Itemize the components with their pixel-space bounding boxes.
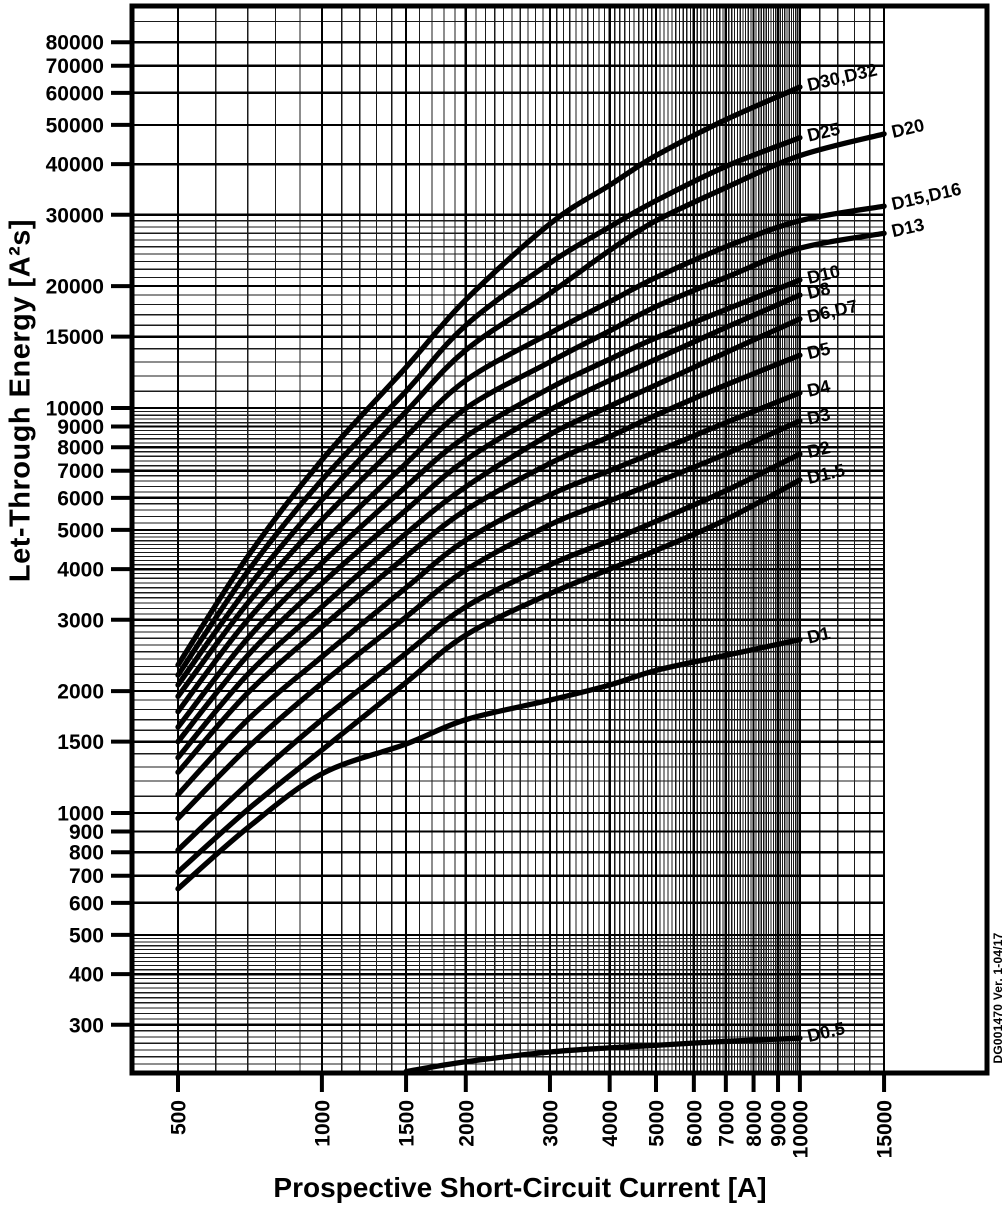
x-axis-title: Prospective Short-Circuit Current [A]	[273, 1172, 767, 1203]
x-tick-label: 10000	[789, 1100, 812, 1158]
curve-D4-label: D4	[805, 376, 832, 401]
curve-D13	[175, 230, 887, 715]
curve-D4	[175, 390, 803, 798]
y-tick-label: 20000	[46, 276, 104, 299]
curve-D6-D7	[175, 316, 803, 761]
plot-border	[129, 3, 990, 1076]
x-tick-label: 4000	[599, 1100, 622, 1147]
x-tick-label: 15000	[874, 1100, 897, 1158]
curve-D5-label: D5	[805, 338, 832, 363]
y-tick-label: 40000	[46, 154, 104, 177]
y-tick-label: 4000	[57, 559, 104, 582]
curve-D8-label: D8	[805, 278, 832, 303]
curve-D25-label: D25	[805, 119, 842, 146]
curve-D2	[175, 451, 803, 853]
y-tick-label: 7000	[57, 460, 104, 483]
y-tick-label: 800	[69, 842, 104, 865]
curve-D1	[175, 636, 803, 892]
curve-D15-D16	[175, 203, 887, 700]
curve-D30-D32	[175, 84, 803, 668]
y-tick-label: 9000	[57, 416, 104, 439]
x-tick-label: 8000	[743, 1100, 766, 1147]
y-tick-label: 400	[69, 964, 104, 987]
x-tick-label: 1000	[311, 1100, 334, 1147]
x-tick-labels: 500 1000 1500 2000 3000 4000 5000 6000 7000 8000 9…	[168, 1100, 897, 1158]
y-tick-label: 10000	[46, 398, 104, 421]
curve-D15-D16-label: D15,D16	[889, 179, 963, 214]
curve-D0-5	[403, 1035, 803, 1075]
y-tick-label: 70000	[46, 55, 104, 78]
curve-D0-5-label: D0.5	[805, 1018, 847, 1046]
curve-D10	[175, 277, 803, 730]
curve-D3-label: D3	[805, 404, 832, 429]
y-tick-label: 700	[69, 865, 104, 888]
y-tick-label: 80000	[46, 32, 104, 55]
y-tick-label: 8000	[57, 437, 104, 460]
y-tick-label: 30000	[46, 204, 104, 227]
y-tick-label: 1500	[57, 731, 104, 754]
y-tick-label: 60000	[46, 82, 104, 105]
curve-D3	[175, 418, 803, 822]
x-tick-label: 7000	[715, 1100, 738, 1147]
y-tick-label: 1000	[57, 803, 104, 826]
curve-D1-label: D1	[805, 623, 832, 648]
curve-D20-label: D20	[889, 115, 926, 142]
y-tick-label: 2000	[57, 681, 104, 704]
x-tick-label: 1500	[396, 1100, 419, 1147]
curves	[175, 84, 887, 1075]
y-tick-label: 50000	[46, 114, 104, 137]
x-tick-label: 3000	[539, 1100, 562, 1147]
axis-ticks	[111, 40, 887, 1092]
curve-D8	[175, 292, 803, 745]
curve-D25	[175, 135, 803, 678]
curve-D20	[175, 131, 887, 688]
y-tick-label: 500	[69, 924, 104, 947]
y-tick-label: 600	[69, 892, 104, 915]
curve-D13-label: D13	[889, 214, 926, 241]
curve-D1-5	[175, 477, 803, 875]
y-axis-title: Let-Through Energy [A²s]	[4, 218, 37, 583]
document-reference: DG001470 Ver. 1-04/17	[991, 932, 1005, 1064]
x-tick-label: 2000	[455, 1100, 478, 1147]
curve-D1-5-label: D1.5	[805, 460, 847, 488]
curve-D5	[175, 352, 803, 775]
curve-D2-label: D2	[805, 437, 832, 462]
x-tick-label: 500	[168, 1100, 191, 1135]
y-tick-label: 5000	[57, 519, 104, 542]
y-tick-label: 3000	[57, 609, 104, 632]
y-tick-label: 15000	[46, 326, 104, 349]
x-tick-label: 6000	[683, 1100, 706, 1147]
y-tick-label: 300	[69, 1014, 104, 1037]
y-tick-label: 6000	[57, 487, 104, 510]
x-tick-label: 9000	[768, 1100, 791, 1147]
grid-major	[132, 6, 885, 1073]
x-tick-label: 5000	[646, 1100, 669, 1147]
y-tick-label: 900	[69, 821, 104, 844]
